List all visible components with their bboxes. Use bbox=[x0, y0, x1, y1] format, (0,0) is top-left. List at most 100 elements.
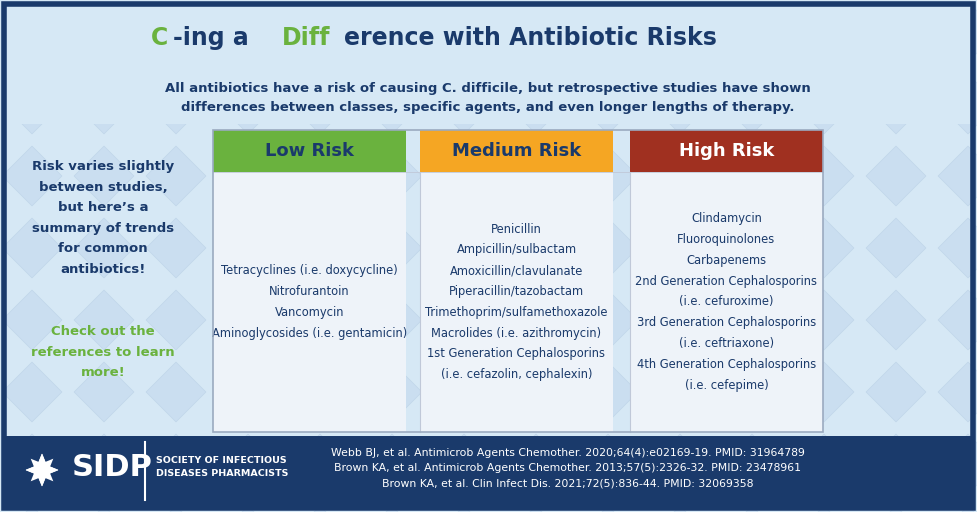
Polygon shape bbox=[434, 218, 494, 278]
Polygon shape bbox=[218, 146, 278, 206]
Polygon shape bbox=[2, 146, 62, 206]
Polygon shape bbox=[722, 290, 782, 350]
Polygon shape bbox=[218, 434, 278, 494]
Polygon shape bbox=[722, 434, 782, 494]
FancyBboxPatch shape bbox=[213, 130, 406, 172]
Polygon shape bbox=[506, 74, 566, 134]
FancyBboxPatch shape bbox=[420, 172, 613, 432]
Polygon shape bbox=[722, 506, 782, 512]
Polygon shape bbox=[938, 218, 977, 278]
Polygon shape bbox=[218, 362, 278, 422]
Polygon shape bbox=[650, 146, 710, 206]
Polygon shape bbox=[650, 290, 710, 350]
Polygon shape bbox=[74, 218, 134, 278]
Polygon shape bbox=[722, 218, 782, 278]
Polygon shape bbox=[146, 362, 206, 422]
Polygon shape bbox=[434, 290, 494, 350]
Polygon shape bbox=[578, 362, 638, 422]
Text: Tetracyclines (i.e. doxycycline)
Nitrofurantoin
Vancomycin
Aminoglycosides (i.e.: Tetracyclines (i.e. doxycycline) Nitrofu… bbox=[212, 264, 407, 339]
Polygon shape bbox=[434, 146, 494, 206]
Polygon shape bbox=[362, 74, 422, 134]
Polygon shape bbox=[146, 434, 206, 494]
Polygon shape bbox=[866, 434, 926, 494]
Polygon shape bbox=[578, 146, 638, 206]
Polygon shape bbox=[506, 362, 566, 422]
FancyBboxPatch shape bbox=[6, 6, 971, 124]
Polygon shape bbox=[74, 506, 134, 512]
Polygon shape bbox=[794, 2, 854, 62]
Polygon shape bbox=[146, 2, 206, 62]
Polygon shape bbox=[30, 459, 54, 481]
Text: Diff: Diff bbox=[281, 26, 330, 50]
Polygon shape bbox=[290, 146, 350, 206]
Polygon shape bbox=[2, 434, 62, 494]
Polygon shape bbox=[794, 218, 854, 278]
Polygon shape bbox=[2, 74, 62, 134]
Polygon shape bbox=[362, 506, 422, 512]
Text: -ing a: -ing a bbox=[173, 26, 257, 50]
Polygon shape bbox=[26, 463, 58, 476]
Polygon shape bbox=[578, 290, 638, 350]
Polygon shape bbox=[938, 506, 977, 512]
Polygon shape bbox=[650, 506, 710, 512]
Polygon shape bbox=[650, 434, 710, 494]
Polygon shape bbox=[290, 434, 350, 494]
Polygon shape bbox=[218, 74, 278, 134]
Polygon shape bbox=[794, 74, 854, 134]
Polygon shape bbox=[722, 146, 782, 206]
Polygon shape bbox=[362, 290, 422, 350]
Polygon shape bbox=[2, 362, 62, 422]
Polygon shape bbox=[74, 290, 134, 350]
Text: Clindamycin
Fluoroquinolones
Carbapenems
2nd Generation Cephalosporins
(i.e. cef: Clindamycin Fluoroquinolones Carbapenems… bbox=[635, 212, 818, 392]
Polygon shape bbox=[506, 290, 566, 350]
Text: SIDP: SIDP bbox=[72, 453, 152, 481]
Polygon shape bbox=[26, 454, 58, 486]
Polygon shape bbox=[578, 506, 638, 512]
Polygon shape bbox=[362, 146, 422, 206]
Polygon shape bbox=[74, 434, 134, 494]
Polygon shape bbox=[146, 146, 206, 206]
Polygon shape bbox=[938, 146, 977, 206]
Polygon shape bbox=[434, 74, 494, 134]
Text: SOCIETY OF INFECTIOUS
DISEASES PHARMACISTS: SOCIETY OF INFECTIOUS DISEASES PHARMACIS… bbox=[156, 456, 288, 478]
Polygon shape bbox=[362, 362, 422, 422]
Polygon shape bbox=[578, 2, 638, 62]
Polygon shape bbox=[218, 506, 278, 512]
Polygon shape bbox=[146, 290, 206, 350]
Polygon shape bbox=[2, 2, 62, 62]
Polygon shape bbox=[938, 290, 977, 350]
Polygon shape bbox=[938, 434, 977, 494]
Text: Low Risk: Low Risk bbox=[265, 142, 354, 160]
Polygon shape bbox=[146, 218, 206, 278]
Polygon shape bbox=[146, 506, 206, 512]
Polygon shape bbox=[794, 146, 854, 206]
Polygon shape bbox=[794, 506, 854, 512]
Text: Medium Risk: Medium Risk bbox=[452, 142, 581, 160]
Polygon shape bbox=[362, 2, 422, 62]
Polygon shape bbox=[290, 74, 350, 134]
Polygon shape bbox=[722, 362, 782, 422]
Polygon shape bbox=[434, 434, 494, 494]
Polygon shape bbox=[362, 434, 422, 494]
Text: High Risk: High Risk bbox=[679, 142, 774, 160]
Polygon shape bbox=[938, 2, 977, 62]
Polygon shape bbox=[866, 146, 926, 206]
FancyBboxPatch shape bbox=[213, 172, 406, 432]
Polygon shape bbox=[506, 146, 566, 206]
FancyBboxPatch shape bbox=[630, 130, 823, 172]
Polygon shape bbox=[218, 290, 278, 350]
Polygon shape bbox=[938, 74, 977, 134]
Polygon shape bbox=[74, 146, 134, 206]
Polygon shape bbox=[866, 218, 926, 278]
Polygon shape bbox=[290, 218, 350, 278]
Polygon shape bbox=[290, 2, 350, 62]
Polygon shape bbox=[650, 74, 710, 134]
Polygon shape bbox=[506, 2, 566, 62]
Polygon shape bbox=[218, 218, 278, 278]
Polygon shape bbox=[866, 290, 926, 350]
Polygon shape bbox=[794, 290, 854, 350]
Polygon shape bbox=[866, 362, 926, 422]
Polygon shape bbox=[578, 74, 638, 134]
Polygon shape bbox=[290, 362, 350, 422]
Polygon shape bbox=[434, 2, 494, 62]
